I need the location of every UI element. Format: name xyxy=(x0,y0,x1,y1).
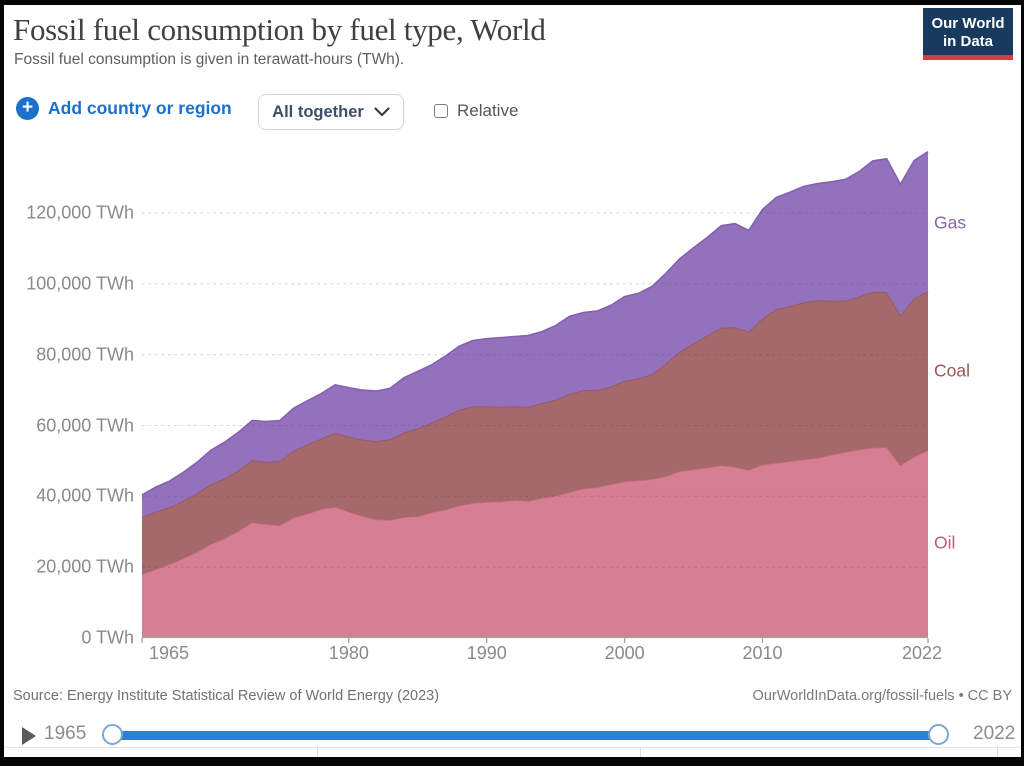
y-axis-label: 20,000 TWh xyxy=(36,556,134,577)
series-label-coal[interactable]: Coal xyxy=(934,360,970,381)
play-button[interactable] xyxy=(22,727,36,745)
series-label-gas[interactable]: Gas xyxy=(934,212,967,233)
x-axis: 1965 1980 1990 2000 2010 2022 xyxy=(0,643,1024,667)
y-axis: 0 TWh 20,000 TWh 40,000 TWh 60,000 TWh 80,00… xyxy=(0,0,134,700)
timeline-start-handle[interactable] xyxy=(102,724,123,745)
timeline-end-handle[interactable] xyxy=(928,724,949,745)
timeline-end-year: 2022 xyxy=(973,723,1016,744)
y-axis-label: 40,000 TWh xyxy=(36,485,134,506)
stack-mode-dropdown[interactable]: All together xyxy=(258,94,404,130)
x-axis-label: 2022 xyxy=(901,643,943,663)
x-axis-label: 1990 xyxy=(466,643,507,663)
timeline-start-year: 1965 xyxy=(44,723,87,744)
y-axis-label: 80,000 TWh xyxy=(36,344,134,365)
table-edge-separator xyxy=(997,747,998,757)
table-edge-separator xyxy=(317,747,318,757)
relative-checkbox[interactable] xyxy=(434,104,448,118)
boundary-gas xyxy=(141,151,929,496)
y-axis-label: 0 TWh xyxy=(81,627,134,648)
source-note: Source: Energy Institute Statistical Rev… xyxy=(13,688,440,704)
area-coal xyxy=(142,291,928,575)
y-axis-label: 120,000 TWh xyxy=(26,202,134,223)
cropped-table-edge xyxy=(0,747,1024,757)
page-title: Fossil fuel consumption by fuel type, Wo… xyxy=(13,12,546,47)
plus-icon: + xyxy=(16,97,39,120)
y-axis-label: 60,000 TWh xyxy=(36,415,134,435)
bottom-border xyxy=(0,757,1024,766)
chart-subtitle: Fossil fuel consumption is given in tera… xyxy=(14,51,405,68)
chevron-down-icon xyxy=(374,107,390,117)
owid-logo-red-bar xyxy=(923,55,1013,60)
table-edge-separator xyxy=(640,747,641,757)
plot-area[interactable] xyxy=(141,145,929,643)
attribution-link[interactable]: OurWorldInData.org/fossil-fuels • CC BY xyxy=(752,688,1012,704)
owid-logo-line1: Our World xyxy=(931,15,1005,32)
x-axis-label: 2010 xyxy=(742,643,783,663)
y-axis-label: 100,000 TWh xyxy=(26,273,134,294)
area-oil xyxy=(142,447,928,638)
right-border xyxy=(1021,0,1024,766)
x-axis-label: 1980 xyxy=(328,643,369,663)
owid-logo-text: Our World in Data xyxy=(923,15,1013,52)
owid-logo[interactable]: Our World in Data xyxy=(923,8,1013,60)
series-label-oil[interactable]: Oil xyxy=(934,532,956,553)
left-border xyxy=(0,0,4,766)
top-border xyxy=(0,0,1024,5)
relative-checkbox-label[interactable]: Relative xyxy=(457,101,519,120)
timeline-slider-track[interactable] xyxy=(112,731,940,740)
x-axis-label: 2000 xyxy=(604,643,645,663)
add-country-label: Add country or region xyxy=(48,98,232,118)
stacked-area-chart xyxy=(141,151,929,643)
x-axis-label: 1965 xyxy=(148,643,190,663)
stack-mode-selected-value: All together xyxy=(272,102,364,121)
area-gas xyxy=(142,151,928,518)
add-country-button[interactable]: + Add country or region xyxy=(16,97,232,120)
owid-logo-line2: in Data xyxy=(942,33,993,51)
